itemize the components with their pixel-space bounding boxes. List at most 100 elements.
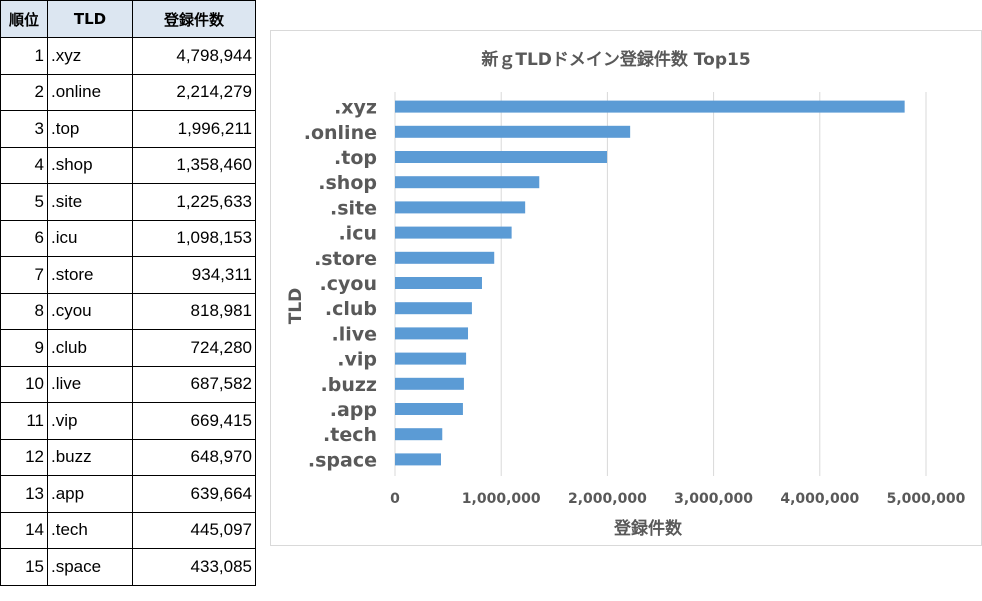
bar[interactable] xyxy=(395,251,495,264)
table-cell-rank[interactable]: 8 xyxy=(0,292,48,330)
table-cell-count[interactable]: 639,664 xyxy=(132,475,256,513)
table-cell-count[interactable]: 433,085 xyxy=(132,548,256,586)
table-cell-rank[interactable]: 12 xyxy=(0,438,48,476)
table-row: 3 .top 1,996,211 xyxy=(0,110,256,148)
table-cell-count[interactable]: 724,280 xyxy=(132,329,256,367)
table-cell-rank[interactable]: 7 xyxy=(0,256,48,294)
table-cell-tld[interactable]: .space xyxy=(47,548,133,586)
x-axis-title: 登録件数 xyxy=(613,518,683,539)
table-cell-rank[interactable]: 9 xyxy=(0,329,48,367)
table-row: 11 .vip 669,415 xyxy=(0,402,256,440)
bar[interactable] xyxy=(395,352,467,365)
bar[interactable] xyxy=(395,125,631,138)
x-tick-label: 0 xyxy=(390,491,400,507)
table-cell-tld[interactable]: .top xyxy=(47,110,133,148)
table-cell-count[interactable]: 445,097 xyxy=(132,511,256,549)
table-cell-rank[interactable]: 5 xyxy=(0,183,48,221)
y-axis-title: TLD xyxy=(286,288,306,325)
table-cell-tld[interactable]: .tech xyxy=(47,511,133,549)
table-cell-count[interactable]: 2,214,279 xyxy=(132,73,256,111)
table-row: 13 .app 639,664 xyxy=(0,475,256,513)
bar[interactable] xyxy=(395,428,443,441)
table-cell-rank[interactable]: 15 xyxy=(0,548,48,586)
table-cell-tld[interactable]: .xyz xyxy=(47,37,133,75)
table-cell-rank[interactable]: 2 xyxy=(0,73,48,111)
header-count[interactable]: 登録件数 xyxy=(132,0,256,38)
table-cell-tld[interactable]: .icu xyxy=(47,219,133,257)
x-tick-labels: 0 1,000,000 2,000,000 3,000,000 4,000,000 5,0… xyxy=(390,491,966,507)
table-row: 8 .cyou 818,981 xyxy=(0,292,256,330)
table-cell-count[interactable]: 669,415 xyxy=(132,402,256,440)
table-cell-rank[interactable]: 1 xyxy=(0,37,48,75)
category-label: .live xyxy=(331,323,377,345)
table-cell-tld[interactable]: .cyou xyxy=(47,292,133,330)
table-cell-rank[interactable]: 3 xyxy=(0,110,48,148)
table-row: 7 .store 934,311 xyxy=(0,256,256,294)
table-cell-tld[interactable]: .site xyxy=(47,183,133,221)
table-cell-tld[interactable]: .club xyxy=(47,329,133,367)
table-row: 5 .site 1,225,633 xyxy=(0,183,256,221)
header-rank[interactable]: 順位 xyxy=(0,0,48,38)
bar[interactable] xyxy=(395,302,472,315)
category-label: .club xyxy=(325,298,377,320)
table-cell-rank[interactable]: 11 xyxy=(0,402,48,440)
category-label: .site xyxy=(330,197,377,219)
bar[interactable] xyxy=(395,151,607,163)
table-cell-count[interactable]: 1,098,153 xyxy=(132,219,256,257)
table-body: 1 .xyz 4,798,944 2 .online 2,214,279 3 .top 1,99… xyxy=(0,37,256,586)
chart-title: 新ｇTLDドメイン登録件数 Top15 xyxy=(481,49,750,70)
table-cell-count[interactable]: 818,981 xyxy=(132,292,256,330)
x-tick-label: 5,000,000 xyxy=(887,491,966,507)
table-cell-tld[interactable]: .vip xyxy=(47,402,133,440)
table-row: 4 .shop 1,358,460 xyxy=(0,146,256,184)
bar[interactable] xyxy=(395,201,526,214)
header-tld[interactable]: TLD xyxy=(47,0,133,38)
bar[interactable] xyxy=(395,277,482,289)
table-row: 15 .space 433,085 xyxy=(0,548,256,586)
table-cell-tld[interactable]: .live xyxy=(47,365,133,403)
bar[interactable] xyxy=(395,327,469,340)
category-label: .app xyxy=(330,399,377,421)
table-cell-count[interactable]: 1,996,211 xyxy=(132,110,256,148)
table-cell-rank[interactable]: 13 xyxy=(0,475,48,513)
bar[interactable] xyxy=(395,226,512,239)
table-row: 6 .icu 1,098,153 xyxy=(0,219,256,257)
chart-panel[interactable]: 新ｇTLDドメイン登録件数 Top15 .xyz .online .top .shop… xyxy=(270,30,982,546)
bar[interactable] xyxy=(395,100,905,113)
table-row: 14 .tech 445,097 xyxy=(0,511,256,549)
table-cell-count[interactable]: 687,582 xyxy=(132,365,256,403)
x-tick-label: 1,000,000 xyxy=(462,491,541,507)
table-cell-rank[interactable]: 10 xyxy=(0,365,48,403)
category-label: .space xyxy=(308,449,377,471)
table-cell-rank[interactable]: 14 xyxy=(0,511,48,549)
category-label: .xyz xyxy=(334,97,377,119)
bar[interactable] xyxy=(395,403,463,415)
category-label: .vip xyxy=(337,349,377,371)
table-cell-count[interactable]: 1,358,460 xyxy=(132,146,256,184)
category-label: .buzz xyxy=(321,374,377,396)
table-cell-count[interactable]: 648,970 xyxy=(132,438,256,476)
bar-chart: 新ｇTLDドメイン登録件数 Top15 .xyz .online .top .shop… xyxy=(286,49,966,539)
table-cell-tld[interactable]: .online xyxy=(47,73,133,111)
table-cell-count[interactable]: 934,311 xyxy=(132,256,256,294)
table-cell-tld[interactable]: .store xyxy=(47,256,133,294)
bar[interactable] xyxy=(395,453,441,466)
table-cell-tld[interactable]: .app xyxy=(47,475,133,513)
x-tick-label: 4,000,000 xyxy=(780,491,859,507)
category-label: .store xyxy=(314,248,377,270)
table-cell-tld[interactable]: .buzz xyxy=(47,438,133,476)
table-header-row: 順位 TLD 登録件数 xyxy=(0,0,256,38)
x-tick-label: 3,000,000 xyxy=(674,491,753,507)
table-cell-tld[interactable]: .shop xyxy=(47,146,133,184)
table-cell-rank[interactable]: 6 xyxy=(0,219,48,257)
table-cell-count[interactable]: 4,798,944 xyxy=(132,37,256,75)
table-cell-count[interactable]: 1,225,633 xyxy=(132,183,256,221)
bar[interactable] xyxy=(395,176,540,189)
bar[interactable] xyxy=(395,377,464,390)
category-label: .cyou xyxy=(320,273,377,295)
category-label: .icu xyxy=(338,223,377,245)
table-cell-rank[interactable]: 4 xyxy=(0,146,48,184)
category-label: .shop xyxy=(318,172,377,194)
table-row: 2 .online 2,214,279 xyxy=(0,73,256,111)
category-label: .tech xyxy=(323,424,377,446)
